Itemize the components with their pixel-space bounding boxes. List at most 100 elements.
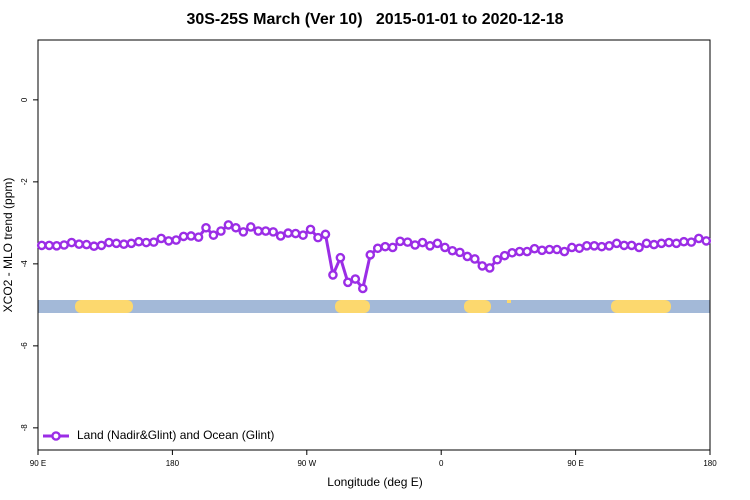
point [223, 220, 234, 230]
point [313, 232, 323, 243]
point [66, 237, 77, 248]
point [611, 238, 622, 249]
point [51, 241, 62, 251]
land-segment [507, 300, 511, 303]
point [260, 226, 271, 236]
point [417, 237, 428, 248]
x-tick-label: 180 [166, 459, 180, 468]
point [320, 229, 331, 240]
point [686, 237, 697, 247]
x-tick-label: 180 [703, 459, 717, 468]
point [44, 240, 55, 251]
land-segment [335, 300, 370, 313]
point [328, 270, 338, 280]
point [119, 239, 129, 249]
point [231, 222, 241, 233]
point [507, 247, 517, 258]
point [484, 263, 495, 273]
x-tick-label: 90 E [30, 459, 46, 468]
point [492, 254, 503, 265]
point [365, 250, 376, 260]
point [522, 246, 532, 257]
point [74, 239, 84, 249]
point [410, 240, 420, 250]
point [111, 238, 122, 249]
y-tick-label: -6 [20, 342, 29, 350]
point [283, 228, 293, 238]
point [305, 224, 316, 235]
point [268, 227, 279, 237]
point [462, 251, 473, 262]
point [694, 233, 704, 244]
point [499, 250, 510, 261]
point [253, 226, 264, 236]
y-tick-label: -4 [20, 260, 29, 268]
point [245, 222, 256, 232]
legend-marker [51, 431, 61, 441]
point [387, 242, 398, 253]
point [380, 241, 391, 252]
point [656, 238, 667, 249]
point [178, 231, 189, 242]
point [529, 243, 540, 254]
point [469, 254, 480, 264]
land-segment [75, 300, 133, 313]
point [141, 237, 152, 248]
point [156, 233, 166, 244]
point [649, 239, 659, 250]
point [477, 261, 488, 271]
point [148, 237, 159, 247]
chart-title: 30S-25S March (Ver 10) 2015-01-01 to 202… [186, 11, 563, 28]
point [395, 236, 405, 247]
point [89, 241, 99, 252]
point [664, 237, 674, 248]
point [440, 242, 450, 253]
point [171, 235, 181, 245]
point [582, 241, 592, 251]
point [432, 238, 443, 249]
point [574, 243, 585, 254]
point [335, 252, 346, 263]
point [201, 222, 211, 233]
x-axis-label: Longitude (deg E) [327, 475, 422, 489]
point [596, 241, 607, 252]
point [679, 236, 689, 247]
point [298, 230, 308, 240]
point [343, 277, 353, 288]
x-tick-label: 90 E [567, 459, 583, 468]
point [275, 231, 286, 241]
land-segment [611, 300, 671, 313]
point [372, 243, 383, 254]
point [350, 274, 361, 284]
point [537, 245, 547, 256]
point [59, 240, 69, 250]
point [641, 238, 652, 249]
point [425, 241, 435, 251]
point [552, 244, 562, 255]
ocean-band [38, 300, 710, 313]
land-segment [464, 300, 491, 313]
point [208, 230, 219, 240]
point [634, 242, 644, 253]
point [216, 226, 226, 236]
point [186, 231, 196, 241]
point [447, 245, 458, 256]
point [402, 237, 413, 247]
point [619, 240, 629, 251]
x-tick-label: 0 [439, 459, 444, 468]
legend-label: Land (Nadir&Glint) and Ocean (Glint) [77, 428, 274, 442]
point [126, 238, 137, 249]
point [357, 283, 368, 294]
point [701, 236, 712, 246]
point [36, 240, 47, 251]
point [671, 238, 682, 249]
point [589, 241, 600, 251]
point [238, 227, 249, 237]
point [96, 240, 107, 251]
point [455, 247, 465, 258]
point [626, 240, 637, 251]
point [604, 241, 615, 251]
point [544, 244, 555, 255]
point [193, 232, 204, 243]
